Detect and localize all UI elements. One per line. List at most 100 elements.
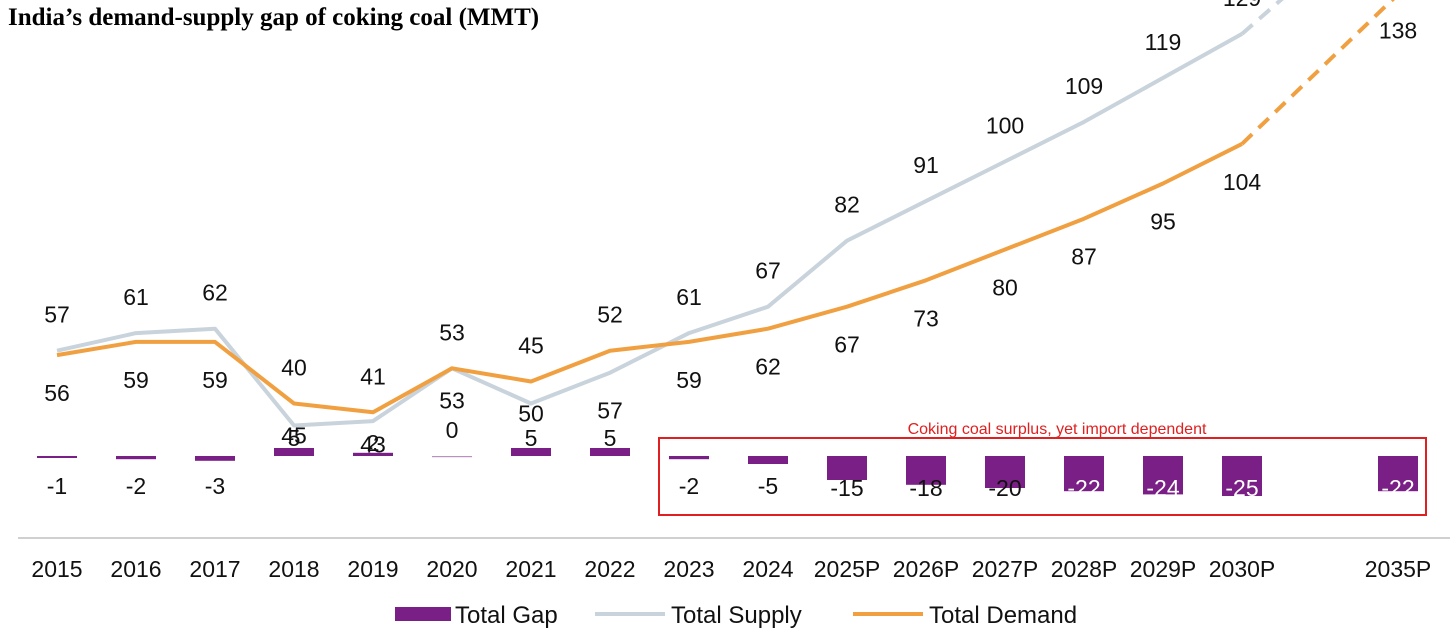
gap-bar-2022 (590, 448, 630, 456)
demand-label-2023: 59 (676, 367, 702, 393)
gap-bar-2027P (985, 456, 1025, 488)
gap-bars (37, 448, 1418, 496)
demand-label-2018: 45 (281, 423, 307, 449)
demand-label-2028P: 87 (1071, 244, 1097, 270)
gap-bar-2018 (274, 448, 314, 456)
supply-label-2021: 45 (518, 333, 544, 359)
gap-label-2025P: -15 (830, 475, 863, 501)
gap-label-2019: 2 (367, 430, 380, 456)
data-labels: 5761624041534552616782911001091191291605… (44, 0, 1417, 501)
gap-bar-2024 (748, 456, 788, 464)
gap-label-2029P: -24 (1146, 475, 1179, 501)
x-tick-2015: 2015 (31, 556, 82, 582)
supply-label-2018: 40 (281, 355, 307, 381)
supply-label-2028P: 109 (1065, 73, 1103, 99)
gap-bar-2017 (195, 456, 235, 461)
gap-bar-2035P (1378, 456, 1418, 492)
x-tick-2024: 2024 (742, 556, 793, 582)
gap-bar-2030P (1222, 456, 1262, 496)
supply-label-2025P: 82 (834, 192, 860, 218)
gap-bar-2021 (511, 448, 551, 456)
gap-label-2027P: -20 (988, 475, 1021, 501)
line-series (56, 0, 1395, 428)
demand-label-2026P: 73 (913, 305, 939, 331)
supply-label-2023: 61 (676, 284, 702, 310)
demand-label-2015: 56 (44, 380, 70, 406)
annotation-rect (658, 437, 1427, 516)
annotation-box: Coking coal surplus, yet import dependen… (658, 421, 1427, 516)
demand-label-2030P: 104 (1223, 169, 1262, 195)
demand-label-2025P: 67 (834, 332, 860, 358)
x-tick-2021: 2021 (505, 556, 556, 582)
demand-label-2022: 57 (597, 398, 623, 424)
gap-label-2022: 5 (604, 425, 617, 451)
gap-bar-2028P (1064, 456, 1104, 492)
demand-label-2024: 62 (755, 354, 781, 380)
legend-label-2: Total Demand (929, 602, 1077, 629)
supply-label-2019: 41 (360, 363, 386, 389)
demand-label-2029P: 95 (1150, 209, 1176, 235)
gap-label-2018: 5 (288, 425, 301, 451)
x-tick-2018: 2018 (268, 556, 319, 582)
supply-line (56, 32, 1243, 428)
supply-label-2024: 67 (755, 258, 781, 284)
gap-label-2026P: -18 (909, 475, 942, 501)
supply-label-2022: 52 (597, 302, 623, 328)
demand-label-2027P: 80 (992, 275, 1018, 301)
legend-label-1: Total Supply (671, 602, 802, 629)
x-tick-2016: 2016 (110, 556, 161, 582)
x-tick-2035P: 2035P (1365, 556, 1432, 582)
x-tick-2025P: 2025P (814, 556, 881, 582)
gap-label-2023: -2 (679, 473, 699, 499)
legend-swatch-gap (395, 607, 451, 621)
x-tick-2022: 2022 (584, 556, 635, 582)
demand-label-2035P: 138 (1379, 17, 1417, 43)
supply-projection (1240, 0, 1284, 36)
gap-label-2021: 5 (525, 425, 538, 451)
x-tick-2017: 2017 (189, 556, 240, 582)
gap-bar-2019 (353, 452, 393, 456)
supply-label-2017: 62 (202, 280, 228, 306)
annotation-text: Coking coal surplus, yet import dependen… (908, 421, 1207, 438)
legend-label-0: Total Gap (455, 602, 558, 629)
demand-label-2016: 59 (123, 367, 149, 393)
demand-label-2021: 50 (518, 401, 544, 427)
demand-label-2020: 53 (439, 387, 465, 413)
gap-label-2024: -5 (758, 473, 778, 499)
gap-bar-2026P (906, 456, 946, 485)
supply-label-2029P: 119 (1145, 29, 1182, 55)
chart-title: India’s demand-supply gap of coking coal… (8, 4, 540, 31)
x-tick-2030P: 2030P (1209, 556, 1276, 582)
gap-label-2015: -1 (47, 473, 67, 499)
x-tick-2027P: 2027P (972, 556, 1039, 582)
gap-bar-2020 (432, 456, 472, 458)
x-tick-2029P: 2029P (1130, 556, 1197, 582)
gap-bar-2029P (1143, 456, 1183, 495)
gap-bar-2023 (669, 456, 709, 460)
supply-label-2026P: 91 (913, 152, 939, 178)
legend: Total Gap Total Supply Total Demand (395, 602, 1077, 629)
gap-label-2020: 0 (446, 417, 459, 443)
x-tick-2026P: 2026P (893, 556, 960, 582)
demand-label-2019: 43 (360, 431, 386, 457)
gap-label-2028P: -22 (1067, 475, 1100, 501)
demand-line (56, 142, 1243, 415)
x-axis: 2015 2016 2017 2018 2019 2020 2021 2022 2023 2024… (18, 537, 1450, 582)
x-tick-2019: 2019 (347, 556, 398, 582)
x-tick-2020: 2020 (426, 556, 477, 582)
gap-label-2030P: -25 (1225, 475, 1258, 501)
supply-label-2020: 53 (439, 319, 465, 345)
gap-bar-2025P (827, 456, 867, 480)
demand-projection (1240, 0, 1395, 146)
supply-label-2016: 61 (123, 284, 149, 310)
supply-label-2030P: 129 (1223, 0, 1261, 11)
gap-label-2035P: -22 (1381, 475, 1414, 501)
gap-label-2017: -3 (205, 473, 225, 499)
supply-label-2027P: 100 (986, 113, 1024, 139)
supply-label-2015: 57 (44, 302, 70, 328)
demand-label-2017: 59 (202, 367, 228, 393)
x-tick-2023: 2023 (663, 556, 714, 582)
x-tick-2028P: 2028P (1051, 556, 1118, 582)
gap-bar-2015 (37, 456, 77, 458)
